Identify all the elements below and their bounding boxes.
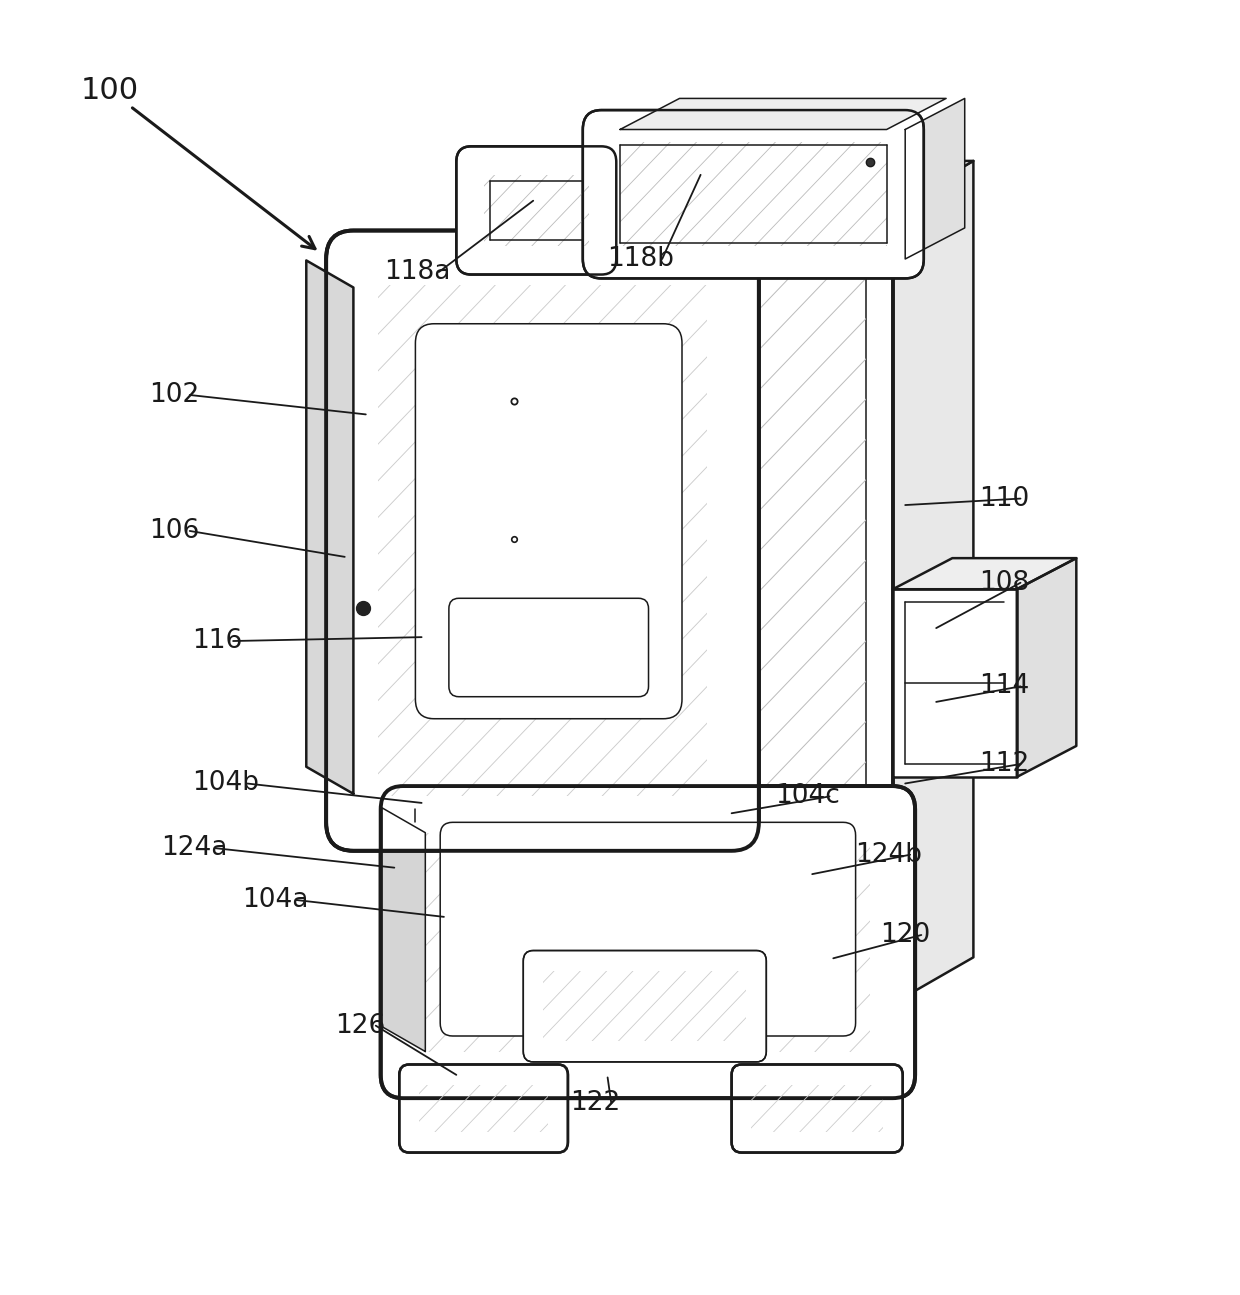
Polygon shape [620,142,887,246]
Polygon shape [382,808,425,1052]
FancyBboxPatch shape [583,110,924,278]
Polygon shape [378,285,707,796]
Text: 104c: 104c [775,783,839,809]
Polygon shape [425,833,870,1052]
FancyBboxPatch shape [732,1064,903,1153]
Text: 116: 116 [192,628,243,654]
Polygon shape [905,98,965,259]
Polygon shape [707,161,973,207]
Polygon shape [306,260,353,794]
Text: 126: 126 [335,1013,386,1039]
FancyBboxPatch shape [399,1064,568,1153]
Text: 112: 112 [980,751,1030,777]
Polygon shape [620,98,946,130]
Text: 114: 114 [980,673,1030,699]
Polygon shape [484,175,589,246]
Text: 104a: 104a [242,887,309,913]
FancyBboxPatch shape [523,951,766,1062]
FancyBboxPatch shape [415,324,682,719]
FancyBboxPatch shape [440,822,856,1036]
Text: 106: 106 [149,518,200,544]
Polygon shape [893,161,973,1004]
Text: 104b: 104b [192,771,259,796]
Polygon shape [1017,558,1076,777]
Text: 100: 100 [81,76,139,105]
Text: 124a: 124a [161,835,228,861]
Text: 118b: 118b [608,246,675,272]
Text: 120: 120 [880,922,931,948]
Polygon shape [543,971,746,1041]
FancyBboxPatch shape [381,786,915,1098]
Polygon shape [893,589,1017,777]
Polygon shape [734,236,866,975]
Text: 110: 110 [980,486,1030,512]
Polygon shape [707,207,893,1004]
Polygon shape [751,1085,883,1132]
Text: 124b: 124b [856,842,923,868]
Polygon shape [419,1085,548,1132]
Text: 108: 108 [980,570,1030,596]
FancyBboxPatch shape [449,598,649,697]
Polygon shape [893,558,1076,589]
FancyBboxPatch shape [326,231,759,851]
FancyBboxPatch shape [456,146,616,275]
Text: 102: 102 [149,382,200,408]
Text: 122: 122 [570,1090,621,1116]
Text: 118a: 118a [384,259,451,285]
